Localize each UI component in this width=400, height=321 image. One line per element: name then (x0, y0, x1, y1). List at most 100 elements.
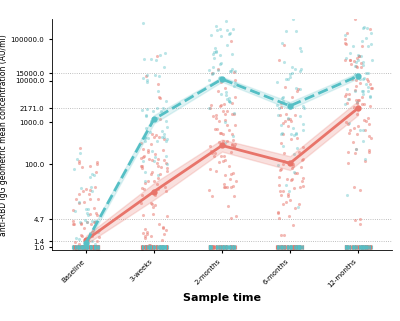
Point (366, 245, 373, 250)
Point (210, 153, 217, 158)
Point (91, 245, 97, 250)
Point (206, 67, 212, 72)
Point (358, 43, 365, 48)
Point (355, 245, 362, 250)
Point (360, 245, 366, 250)
Point (278, 132, 284, 137)
Point (76, 201, 82, 206)
Point (159, 245, 166, 250)
Point (88, 245, 94, 250)
Point (140, 75, 146, 81)
Point (83, 283, 90, 288)
Point (92, 245, 99, 250)
Point (300, 144, 306, 149)
Point (232, 81, 238, 86)
Point (356, 245, 362, 250)
Point (144, 73, 150, 78)
Point (161, 245, 168, 250)
Point (78, 222, 84, 227)
Point (220, 245, 226, 250)
Point (230, 184, 236, 189)
Point (146, 156, 152, 161)
Point (344, 245, 350, 250)
Point (361, 245, 368, 250)
Point (148, 245, 154, 250)
Point (342, 101, 348, 107)
Point (284, 245, 291, 250)
Point (354, 131, 360, 136)
Point (222, 245, 229, 250)
Point (215, 66, 221, 72)
Point (77, 245, 84, 250)
Point (359, 95, 365, 100)
Point (84, 273, 90, 279)
Point (81, 245, 88, 250)
Point (231, 144, 238, 149)
Point (364, 245, 370, 250)
Point (364, 245, 370, 250)
Point (296, 245, 303, 250)
Point (92, 245, 98, 250)
Point (348, 245, 354, 250)
Point (364, 245, 370, 250)
Point (294, 245, 301, 250)
Point (280, 189, 287, 194)
Point (76, 245, 82, 250)
Point (215, 245, 222, 250)
Point (344, 122, 351, 127)
Point (285, 245, 291, 250)
Point (213, 112, 219, 117)
Point (277, 245, 284, 250)
Point (152, 245, 158, 250)
Point (343, 41, 350, 47)
Point (209, 193, 215, 198)
Point (279, 245, 286, 250)
Point (70, 245, 76, 250)
Point (368, 245, 375, 250)
Point (289, 247, 296, 252)
Point (72, 245, 79, 250)
Point (92, 261, 98, 266)
Point (356, 53, 362, 58)
Point (223, 245, 229, 250)
Point (364, 245, 370, 250)
Point (273, 245, 280, 250)
Point (74, 245, 80, 250)
Point (86, 245, 92, 250)
Point (163, 160, 169, 166)
Point (217, 245, 223, 250)
Point (355, 97, 361, 102)
Point (342, 57, 348, 63)
Point (78, 245, 85, 250)
Point (143, 245, 150, 250)
Point (216, 139, 222, 144)
Point (232, 245, 239, 250)
Point (219, 108, 226, 114)
Point (217, 61, 223, 66)
Point (96, 249, 102, 254)
Point (359, 63, 366, 68)
Point (294, 145, 300, 150)
Point (223, 19, 230, 24)
Point (158, 245, 165, 250)
Point (162, 185, 168, 190)
Point (92, 245, 99, 250)
Point (359, 245, 366, 250)
Point (353, 245, 360, 250)
Point (206, 245, 212, 250)
Point (276, 245, 283, 250)
Point (79, 245, 86, 250)
Point (293, 245, 300, 250)
Point (300, 183, 306, 188)
Point (275, 209, 281, 214)
Point (140, 159, 146, 164)
Point (365, 245, 371, 250)
Point (92, 245, 98, 250)
Point (346, 245, 352, 250)
Point (82, 245, 88, 250)
Point (282, 245, 288, 250)
Point (216, 245, 222, 250)
Point (232, 0, 239, 5)
Point (87, 245, 93, 250)
Point (77, 245, 83, 250)
